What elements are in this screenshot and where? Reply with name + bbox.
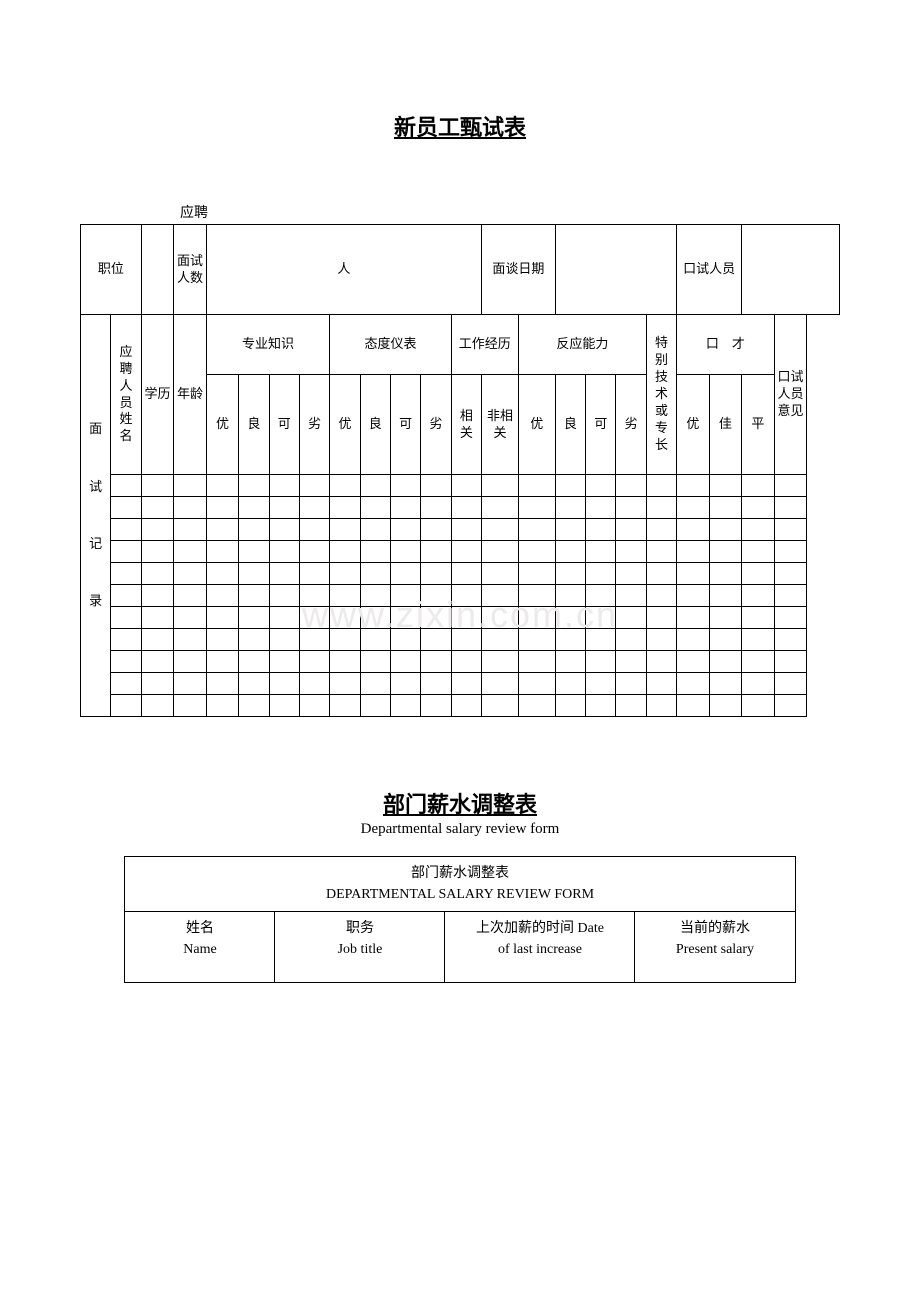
table-row <box>81 519 840 541</box>
rating-cell: 良 <box>360 375 390 475</box>
group-attitude: 态度仪表 <box>330 315 451 375</box>
rating-cell: 优 <box>330 375 360 475</box>
col-oral-examiner: 口试人员 <box>677 225 742 315</box>
label-en: Job title <box>338 942 383 957</box>
label-cn: 上次加薪的时间 <box>476 921 574 936</box>
table-row <box>81 541 840 563</box>
group-opinion: 口试人员意见 <box>774 315 807 475</box>
cell-empty <box>742 225 840 315</box>
table-row <box>81 563 840 585</box>
side-label: 面 试 记 录 <box>81 315 111 717</box>
salary-table-header: 部门薪水调整表 DEPARTMENTAL SALARY REVIEW FORM <box>125 857 795 912</box>
label-en: Date <box>578 921 604 936</box>
cell-empty <box>555 225 676 315</box>
col-person: 人 <box>206 225 481 315</box>
table-row <box>81 497 840 519</box>
rating-cell: 劣 <box>616 375 646 475</box>
col-last-increase: 上次加薪的时间 Date of last increase <box>445 912 635 983</box>
interview-table: 职位 面试人数 人 面谈日期 口试人员 面 试 记 录 应聘人员姓名 学历 年龄… <box>80 224 840 717</box>
label-en: Name <box>183 942 216 957</box>
form1-title: 新员工甄试表 <box>80 110 840 142</box>
rating-cell: 相关 <box>451 375 481 475</box>
table-row <box>81 695 840 717</box>
rating-cell: 劣 <box>299 375 329 475</box>
group-special-skill: 特别技术或专长 <box>646 315 676 475</box>
salary-table: 部门薪水调整表 DEPARTMENTAL SALARY REVIEW FORM … <box>124 856 795 983</box>
rating-cell: 非相关 <box>482 375 519 475</box>
col-interview-count: 面试人数 <box>174 225 207 315</box>
label-cn: 当前的薪水 <box>680 921 750 936</box>
rating-cell: 优 <box>677 375 710 475</box>
group-professional: 专业知识 <box>206 315 330 375</box>
col-name: 姓名 Name <box>125 912 275 983</box>
group-experience: 工作经历 <box>451 315 518 375</box>
header-row-2: 面 试 记 录 应聘人员姓名 学历 年龄 专业知识 态度仪表 工作经历 反应能力… <box>81 315 840 375</box>
table-row <box>81 629 840 651</box>
header-row-1: 职位 面试人数 人 面谈日期 口试人员 <box>81 225 840 315</box>
table-row <box>81 475 840 497</box>
col-jobtitle: 职务 Job title <box>275 912 445 983</box>
cell-empty <box>141 225 174 315</box>
label-en: of last increase <box>498 942 582 957</box>
label-en: Present salary <box>676 942 754 957</box>
label-cn: 职务 <box>346 921 374 936</box>
rating-cell: 劣 <box>421 375 451 475</box>
form2-title: 部门薪水调整表 <box>80 787 840 819</box>
col-applicant-name: 应聘人员姓名 <box>111 315 141 475</box>
table-row <box>81 585 840 607</box>
col-interview-date: 面谈日期 <box>482 225 556 315</box>
rating-cell: 平 <box>742 375 775 475</box>
col-education: 学历 <box>141 315 174 475</box>
rating-cell: 可 <box>586 375 616 475</box>
table-row <box>81 607 840 629</box>
salary-header-en: DEPARTMENTAL SALARY REVIEW FORM <box>326 887 594 902</box>
rating-cell: 佳 <box>709 375 742 475</box>
col-present-salary: 当前的薪水 Present salary <box>635 912 795 983</box>
label-cn: 姓名 <box>186 921 214 936</box>
rating-cell: 优 <box>518 375 555 475</box>
salary-header-cn: 部门薪水调整表 <box>411 866 509 881</box>
col-age: 年龄 <box>174 315 207 475</box>
table-row <box>81 673 840 695</box>
col-position: 职位 <box>81 225 142 315</box>
table-row <box>81 651 840 673</box>
rating-cell: 良 <box>555 375 585 475</box>
group-eloquence: 口 才 <box>677 315 775 375</box>
form2-subtitle: Departmental salary review form <box>80 821 840 838</box>
rating-cell: 可 <box>390 375 420 475</box>
rating-cell: 优 <box>206 375 239 475</box>
rating-cell: 可 <box>269 375 299 475</box>
form1-float-label: 应聘 <box>180 202 840 222</box>
group-reaction: 反应能力 <box>518 315 646 375</box>
rating-cell: 良 <box>239 375 269 475</box>
